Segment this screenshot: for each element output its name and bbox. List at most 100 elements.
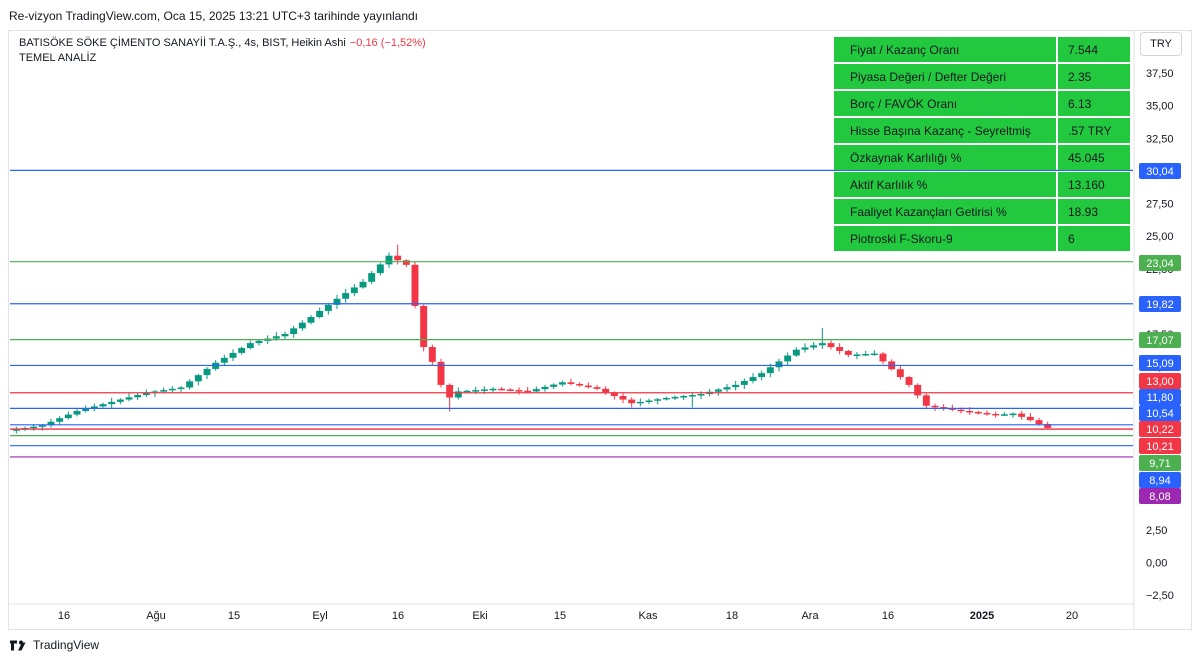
- candle-body: [853, 354, 861, 356]
- price-level-tag: [1139, 373, 1181, 389]
- price-level-label: 30,04: [1146, 166, 1174, 178]
- price-level-tag: [1139, 488, 1181, 504]
- price-level-tag: [1139, 332, 1181, 348]
- candle-body: [654, 399, 662, 401]
- fundamentals-row: Borç / FAVÖK Oranı 6.13: [834, 91, 1130, 116]
- candle-body: [1009, 413, 1017, 416]
- fundamentals-table: Fiyat / Kazanç Oranı 7.544 Piyasa Değeri /…: [832, 35, 1132, 253]
- price-level-tag: [1139, 389, 1181, 405]
- chart-pane[interactable]: [8, 30, 1192, 630]
- candle-body: [524, 390, 532, 393]
- published-caption: Re-vizyon TradingView.com, Oca 15, 2025 …: [9, 9, 419, 23]
- candle-body: [1044, 424, 1052, 428]
- fundamentals-label: Borç / FAVÖK Oranı: [834, 91, 1056, 116]
- y-tick-label: 27,50: [1146, 199, 1174, 211]
- candle-body: [229, 352, 237, 358]
- candle-body: [186, 381, 194, 388]
- fundamentals-label: Aktif Karlılık %: [834, 172, 1056, 197]
- candle-body: [324, 304, 332, 311]
- candle-body: [463, 390, 471, 393]
- fundamentals-value: 45.045: [1058, 145, 1130, 170]
- fundamentals-row: Aktif Karlılık % 13.160: [834, 172, 1130, 197]
- candle-body: [775, 361, 783, 368]
- y-tick-label: −2,50: [1146, 590, 1174, 602]
- candle-body: [203, 368, 211, 376]
- currency-selector[interactable]: TRY: [1140, 32, 1182, 56]
- fundamentals-label: Piotroski F-Skoru-9: [834, 226, 1056, 251]
- x-tick-label: 16: [58, 610, 70, 622]
- candle-body: [801, 347, 809, 350]
- candle-body: [411, 264, 419, 306]
- fundamentals-label: Hisse Başına Kazanç - Seyreltmiş: [834, 118, 1056, 143]
- candle-body: [168, 388, 176, 391]
- candle-body: [602, 388, 610, 393]
- candle-body: [948, 408, 956, 410]
- fundamentals-label: Piyasa Değeri / Defter Değeri: [834, 64, 1056, 89]
- y-tick-label: 35,00: [1146, 101, 1174, 113]
- fundamentals-row: Fiyat / Kazanç Oranı 7.544: [834, 37, 1130, 62]
- candle-body: [680, 395, 688, 398]
- y-tick-label: 37,50: [1146, 68, 1174, 80]
- candle-body: [64, 414, 72, 419]
- x-tick-label: 16: [392, 610, 404, 622]
- candle-body: [818, 343, 826, 346]
- price-level-label: 11,80: [1147, 392, 1174, 404]
- candle-body: [983, 412, 991, 415]
- y-tick-label: 25,00: [1146, 231, 1174, 243]
- candle-body: [38, 425, 46, 427]
- price-level-tag: [1139, 472, 1181, 488]
- candle-body: [454, 391, 462, 398]
- candle-body: [671, 396, 679, 399]
- fundamentals-label: Özkaynak Karlılığı %: [834, 145, 1056, 170]
- candle-body: [688, 395, 696, 397]
- price-level-tag: [1139, 421, 1181, 437]
- candle-body: [350, 287, 358, 294]
- fundamentals-value: 18.93: [1058, 199, 1130, 224]
- price-chart[interactable]: −2,500,002,505,007,5010,0012,5015,0017,5…: [0, 0, 1200, 630]
- tradingview-logo[interactable]: TradingView: [10, 638, 99, 652]
- candle-body: [922, 395, 930, 406]
- candle-body: [281, 334, 289, 337]
- candle-body: [446, 384, 454, 398]
- candle-body: [246, 343, 254, 349]
- candle-body: [896, 369, 904, 378]
- price-level-label: 10,54: [1146, 408, 1174, 420]
- x-tick-label: 15: [228, 610, 240, 622]
- candle-body: [732, 384, 740, 388]
- x-tick-label: 18: [726, 610, 738, 622]
- price-change: −0,16 (−1,52%): [349, 37, 426, 49]
- candle-body: [12, 429, 20, 431]
- price-level-tag: [1139, 438, 1181, 454]
- candle-body: [974, 411, 982, 414]
- symbol-description[interactable]: BATISÖKE SÖKE ÇİMENTO SANAYİİ T.A.Ş., 4s…: [19, 37, 346, 49]
- price-level-label: 19,82: [1146, 299, 1174, 311]
- candle-body: [879, 353, 887, 362]
- candle-body: [99, 404, 107, 407]
- candle-body: [177, 387, 185, 390]
- fundamentals-row: Piyasa Değeri / Defter Değeri 2.35: [834, 64, 1130, 89]
- fundamentals-row: Özkaynak Karlılığı % 45.045: [834, 145, 1130, 170]
- candle-body: [810, 345, 818, 348]
- x-tick-label: 2025: [970, 610, 994, 622]
- candle-body: [498, 388, 506, 391]
- price-level-label: 10,22: [1146, 424, 1174, 436]
- candle-body: [1035, 420, 1043, 425]
- candle-body: [576, 383, 584, 386]
- fundamentals-label: Faaliyet Kazançları Getirisi %: [834, 199, 1056, 224]
- candle-body: [333, 298, 341, 305]
- candle-body: [255, 340, 263, 344]
- candle-body: [723, 387, 731, 390]
- candle-body: [740, 380, 748, 385]
- candle-body: [992, 413, 1000, 416]
- study-title[interactable]: TEMEL ANALİZ: [19, 52, 97, 64]
- candle-body: [47, 421, 55, 426]
- candle-body: [593, 387, 601, 389]
- candle-body: [628, 399, 636, 404]
- candle-body: [1000, 414, 1008, 416]
- candle-body: [636, 401, 644, 404]
- price-level-tag: [1139, 296, 1181, 312]
- candle-body: [532, 389, 540, 392]
- candle-body: [931, 405, 939, 408]
- fundamentals-value: 7.544: [1058, 37, 1130, 62]
- candle-body: [957, 409, 965, 412]
